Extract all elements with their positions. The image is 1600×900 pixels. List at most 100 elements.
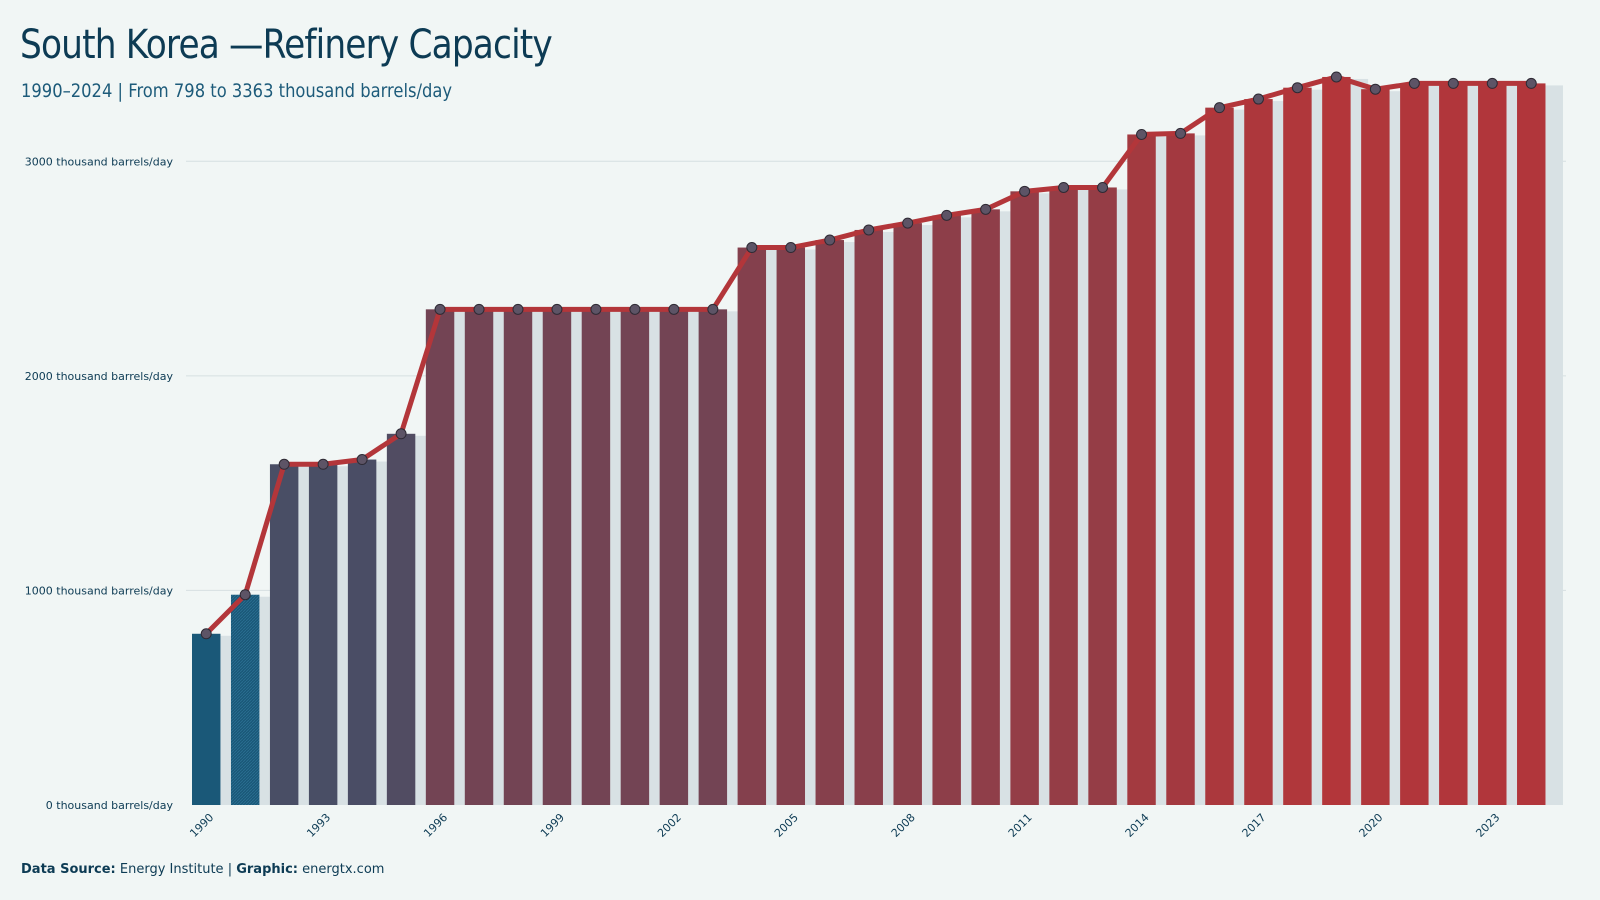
data-point xyxy=(1019,185,1031,197)
bar xyxy=(1244,99,1273,805)
data-point xyxy=(824,234,836,246)
bar xyxy=(815,240,844,805)
data-point xyxy=(200,628,212,640)
source-label: Data Source: xyxy=(21,862,116,877)
bar xyxy=(425,309,455,805)
bar xyxy=(1049,187,1078,805)
bar xyxy=(269,464,299,805)
bar xyxy=(737,247,767,805)
data-point xyxy=(239,589,251,601)
data-point xyxy=(1058,181,1070,193)
data-point xyxy=(590,303,602,315)
source-value: Energy Institute xyxy=(119,862,224,877)
bar xyxy=(192,633,221,805)
bar xyxy=(893,223,922,806)
data-point xyxy=(668,303,680,315)
x-tick-label: 2008 xyxy=(889,811,918,840)
data-point xyxy=(707,303,719,315)
bar xyxy=(1088,187,1117,805)
y-tick-label: 1000 thousand barrels/day xyxy=(25,584,174,597)
bar xyxy=(1400,83,1429,805)
chart-title: South Korea —Refinery Capacity xyxy=(20,22,553,68)
data-point xyxy=(434,303,446,315)
bar xyxy=(581,309,611,805)
data-point xyxy=(941,209,953,221)
x-tick-label: 2002 xyxy=(655,811,684,840)
data-point xyxy=(629,303,641,315)
bar xyxy=(1517,83,1546,805)
bar xyxy=(1322,76,1351,805)
data-point xyxy=(1175,127,1187,139)
data-point xyxy=(1291,82,1303,94)
x-tick-label: 2017 xyxy=(1240,811,1269,840)
bar xyxy=(1283,87,1312,805)
bar xyxy=(620,309,650,805)
bar xyxy=(659,309,689,805)
x-tick-label: 2014 xyxy=(1123,811,1152,840)
bar xyxy=(230,594,260,805)
graphic-label: Graphic: xyxy=(236,862,298,877)
data-point xyxy=(1408,77,1420,89)
x-axis: 1990 1993 1996 1999 2002 2005 2008 2011 2014 2017… xyxy=(187,811,1502,840)
bar xyxy=(1127,134,1156,805)
bar xyxy=(503,309,533,805)
bar xyxy=(542,309,572,805)
y-axis: 0 thousand barrels/day 1000 thousand barr… xyxy=(25,155,174,812)
data-point xyxy=(1525,77,1537,89)
y-tick-label: 0 thousand barrels/day xyxy=(46,799,174,812)
data-point xyxy=(1252,93,1264,105)
bar xyxy=(698,309,728,805)
y-tick-label: 3000 thousand barrels/day xyxy=(25,155,174,168)
data-point xyxy=(863,224,875,236)
bar xyxy=(1205,107,1234,805)
data-point xyxy=(785,242,797,254)
footer-separator: | xyxy=(227,862,233,877)
data-point xyxy=(902,217,914,229)
bars xyxy=(192,76,1546,806)
bar xyxy=(308,464,338,805)
data-point xyxy=(1369,83,1381,95)
y-tick-label: 2000 thousand barrels/day xyxy=(25,370,174,383)
data-point xyxy=(1447,77,1459,89)
data-point xyxy=(473,303,485,315)
bar xyxy=(932,215,961,805)
data-point xyxy=(980,203,992,215)
data-point xyxy=(746,242,758,254)
x-tick-label: 2020 xyxy=(1356,811,1385,840)
bar xyxy=(971,209,1000,805)
chart-subtitle: 1990–2024 | From 798 to 3363 thousand ba… xyxy=(21,80,453,102)
bar xyxy=(1439,83,1468,805)
x-tick-label: 2005 xyxy=(772,811,801,840)
markers xyxy=(200,71,1537,640)
bar xyxy=(386,433,416,805)
bar xyxy=(347,459,377,805)
data-point xyxy=(395,428,407,440)
bar xyxy=(854,229,883,805)
bar xyxy=(1010,191,1039,806)
bar xyxy=(464,309,494,805)
x-tick-label: 1996 xyxy=(421,811,450,840)
bar xyxy=(1478,83,1507,805)
data-point xyxy=(1330,71,1342,83)
data-point xyxy=(278,458,290,470)
data-point xyxy=(356,454,368,466)
bar-shadow xyxy=(1543,85,1563,805)
data-point xyxy=(551,303,563,315)
bar xyxy=(1166,133,1195,806)
data-point xyxy=(1136,128,1148,140)
data-point xyxy=(1486,77,1498,89)
x-tick-label: 1990 xyxy=(187,811,216,840)
data-point xyxy=(1097,181,1109,193)
footer-credits: Data Source: Energy Institute | Graphic:… xyxy=(21,862,384,877)
data-point xyxy=(1213,102,1225,114)
bar xyxy=(1361,89,1390,806)
x-tick-label: 1999 xyxy=(538,811,567,840)
bar xyxy=(776,247,806,805)
x-tick-label: 2023 xyxy=(1473,811,1502,840)
data-point xyxy=(317,458,329,470)
graphic-value: energtx.com xyxy=(302,862,385,877)
x-tick-label: 2011 xyxy=(1006,811,1035,840)
data-point xyxy=(512,303,524,315)
x-tick-label: 1993 xyxy=(304,811,333,840)
